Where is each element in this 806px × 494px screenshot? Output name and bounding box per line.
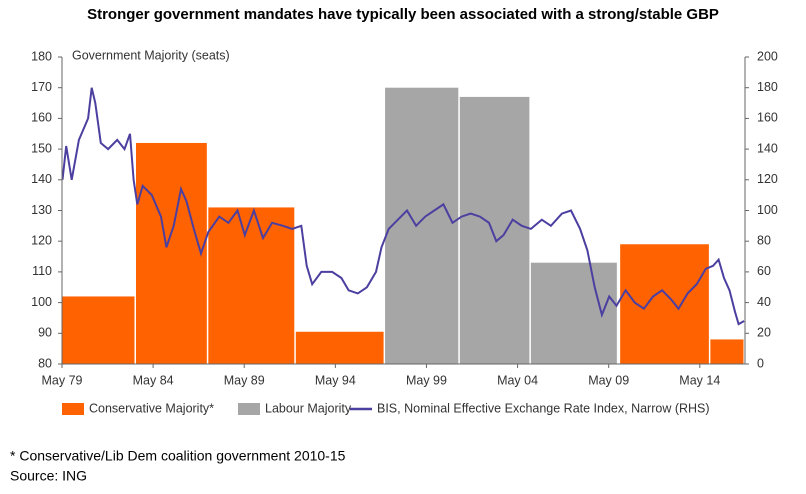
x-tick-label: May 14 xyxy=(679,373,720,387)
y-tick-label: 170 xyxy=(31,80,52,94)
y-tick-label: 80 xyxy=(38,356,52,370)
x-tick-label: May 04 xyxy=(497,373,538,387)
legend-label: Conservative Majority* xyxy=(89,401,214,415)
legend-swatch xyxy=(238,403,260,415)
bar xyxy=(62,296,135,364)
x-tick-label: May 79 xyxy=(42,373,83,387)
y2-tick-label: 80 xyxy=(757,233,771,247)
y-tick-label: 110 xyxy=(32,264,52,278)
line xyxy=(61,87,745,326)
y-tick-label: 120 xyxy=(31,233,52,247)
y-tick-label: 180 xyxy=(31,49,52,63)
x-tick-label: May 09 xyxy=(588,373,629,387)
chart-title: Stronger government mandates have typica… xyxy=(87,6,719,23)
x-tick-label: May 94 xyxy=(315,373,356,387)
y-tick-label: 160 xyxy=(31,111,52,125)
y-axis-label: Government Majority (seats) xyxy=(72,48,230,62)
y2-tick-label: 0 xyxy=(757,356,764,370)
y-tick-label: 130 xyxy=(31,203,52,217)
y2-tick-label: 100 xyxy=(757,203,778,217)
legend-label: Labour Majority xyxy=(265,401,352,415)
y2-tick-label: 40 xyxy=(757,295,771,309)
legend-label: BIS, Nominal Effective Exchange Rate Ind… xyxy=(377,401,710,415)
footnote: * Conservative/Lib Dem coalition governm… xyxy=(10,448,346,464)
y-tick-label: 90 xyxy=(38,326,52,340)
x-tick-label: May 84 xyxy=(133,373,174,387)
source: Source: ING xyxy=(10,468,87,484)
y2-tick-label: 140 xyxy=(757,141,778,155)
y2-tick-label: 60 xyxy=(757,264,771,278)
bar xyxy=(710,339,744,364)
bar xyxy=(459,96,530,364)
y2-tick-label: 200 xyxy=(757,49,778,63)
bar xyxy=(295,331,384,364)
bar xyxy=(135,142,207,364)
y2-tick-label: 180 xyxy=(757,80,778,94)
bar xyxy=(208,207,295,364)
y2-tick-label: 20 xyxy=(757,326,771,340)
bar xyxy=(620,244,709,364)
y-tick-label: 100 xyxy=(31,295,52,309)
y2-tick-label: 120 xyxy=(757,172,778,186)
x-tick-label: May 89 xyxy=(224,373,265,387)
y-tick-label: 140 xyxy=(31,172,52,186)
y-tick-label: 150 xyxy=(31,141,52,155)
bar xyxy=(385,87,459,364)
bar xyxy=(530,262,617,364)
y2-tick-label: 160 xyxy=(757,111,778,125)
legend-swatch xyxy=(62,403,84,415)
x-tick-label: May 99 xyxy=(406,373,447,387)
